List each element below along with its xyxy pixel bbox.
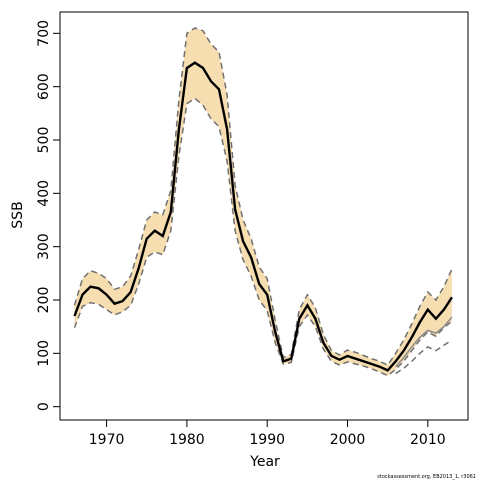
y-tick-label: 400 xyxy=(36,180,52,207)
gray-lower-line xyxy=(395,339,453,375)
x-tick-label: 2000 xyxy=(330,432,366,448)
x-tick-label: 1970 xyxy=(89,432,125,448)
x-tick-label: 1980 xyxy=(169,432,205,448)
plot-area xyxy=(73,27,453,377)
plot-frame xyxy=(59,11,469,421)
x-axis-title: Year xyxy=(249,454,280,470)
y-axis-title: SSB xyxy=(10,201,26,228)
y-tick-label: 300 xyxy=(36,233,52,260)
y-tick-label: 0 xyxy=(36,402,52,411)
confidence-band xyxy=(74,28,452,376)
lower-bound-line xyxy=(73,97,453,377)
y-tick-label: 600 xyxy=(36,73,52,100)
axes: 1970 1980 1990 2000 2010 0 100 200 300 400 500 600 7… xyxy=(36,11,469,448)
x-tick-label: 1990 xyxy=(249,432,285,448)
y-tick-label: 100 xyxy=(36,340,52,367)
ssb-estimate-line xyxy=(73,61,453,372)
upper-bound-line xyxy=(73,27,453,367)
credit-text: stockassessment.org, EB2013_1, r3061 xyxy=(377,474,476,480)
y-tick-label: 200 xyxy=(36,287,52,314)
y-tick-label: 700 xyxy=(36,20,52,47)
y-tick-label: 500 xyxy=(36,127,52,154)
gray-estimate-line xyxy=(395,316,453,368)
x-tick-label: 2010 xyxy=(410,432,446,448)
